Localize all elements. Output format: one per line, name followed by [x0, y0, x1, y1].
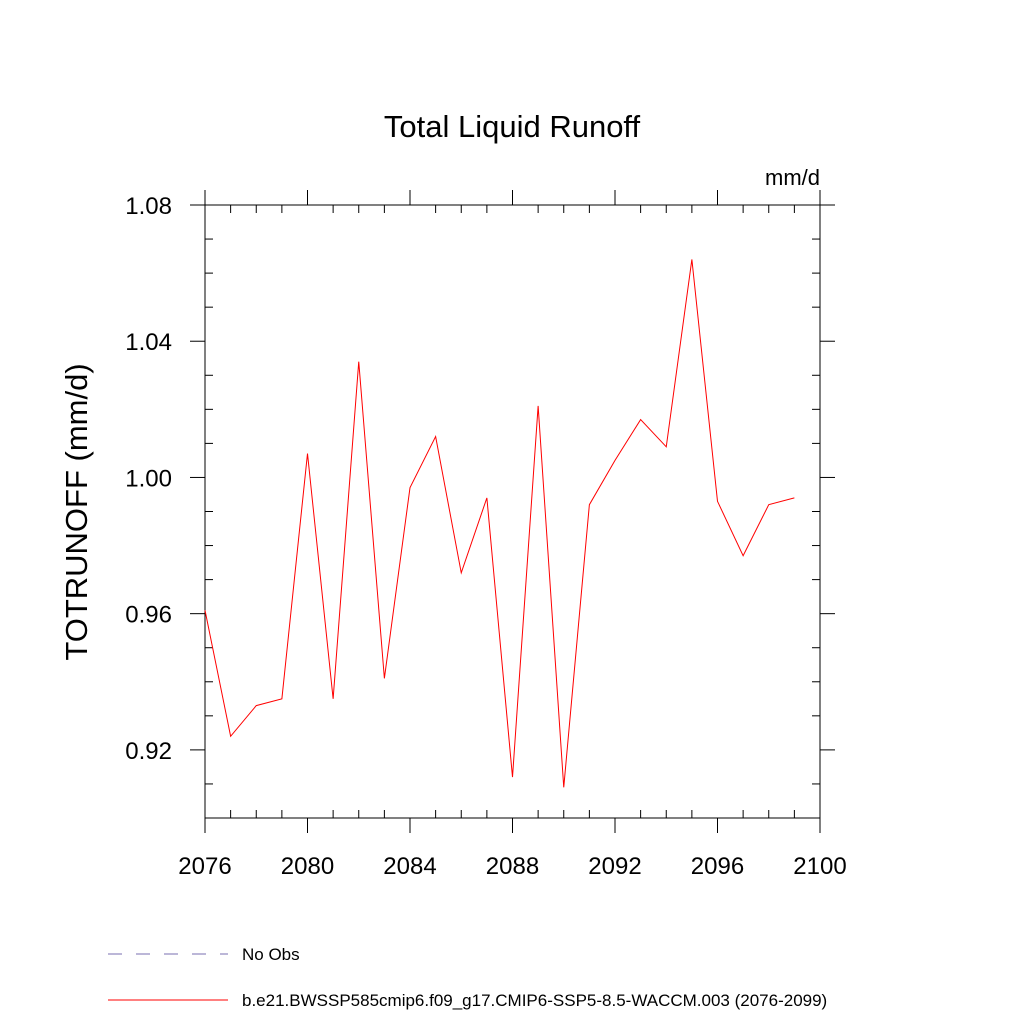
plot-frame: [204, 204, 821, 819]
y-tick-label: 1.08: [125, 193, 172, 220]
y-axis-label: TOTRUNOFF (mm/d): [59, 363, 94, 660]
units-label: mm/d: [765, 165, 820, 190]
y-tick-label: 0.92: [125, 738, 172, 765]
x-tick-label: 2076: [178, 853, 231, 880]
chart-title: Total Liquid Runoff: [384, 109, 641, 144]
x-tick-label: 2100: [793, 853, 846, 880]
x-tick-label: 2092: [588, 853, 641, 880]
y-tick-label: 1.00: [125, 465, 172, 492]
y-tick-label: 0.96: [125, 602, 172, 629]
x-tick-label: 2080: [281, 853, 334, 880]
x-tick-label: 2096: [691, 853, 744, 880]
y-tick-label: 1.04: [125, 329, 172, 356]
x-tick-label: 2084: [383, 853, 436, 880]
legend-label: No Obs: [242, 945, 300, 964]
x-tick-label: 2088: [486, 853, 539, 880]
legend-label: b.e21.BWSSP585cmip6.f09_g17.CMIP6-SSP5-8…: [242, 991, 827, 1010]
data-line: [204, 259, 795, 788]
